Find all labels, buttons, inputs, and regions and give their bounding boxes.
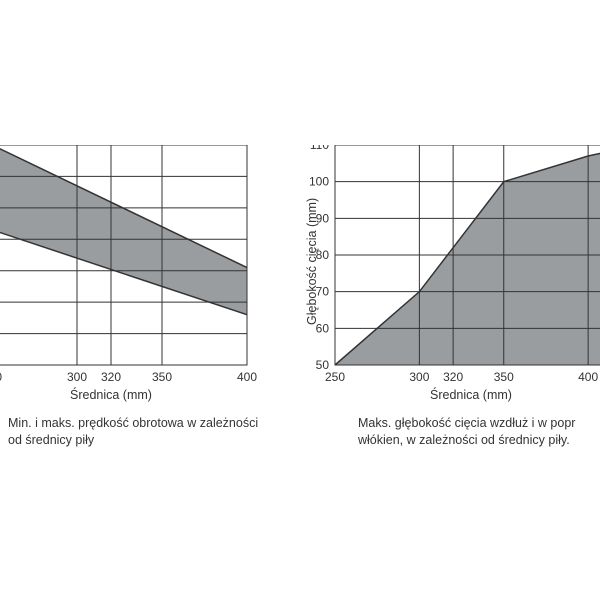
svg-text:300: 300 (67, 370, 87, 384)
right-x-axis-title: Średnica (mm) (430, 388, 512, 402)
page: 250 300 320 350 400 Średnica (mm) Min. i mak… (0, 0, 600, 600)
svg-text:250: 250 (325, 370, 345, 384)
svg-text:350: 350 (494, 370, 514, 384)
left-chart-svg: 250 300 320 350 400 (0, 145, 267, 390)
right-chart-svg: 2503003203504005060708090100110 (305, 145, 600, 390)
svg-text:400: 400 (578, 370, 598, 384)
right-y-axis-title: Głębokość cięcia (mm) (305, 198, 319, 325)
left-x-axis-title: Średnica (mm) (70, 388, 152, 402)
svg-text:100: 100 (309, 175, 329, 189)
svg-text:350: 350 (152, 370, 172, 384)
right-caption: Maks. głębokość cięcia wzdłuż i w popr w… (358, 415, 575, 449)
svg-text:400: 400 (237, 370, 257, 384)
svg-text:110: 110 (310, 145, 329, 152)
svg-text:250: 250 (0, 370, 2, 384)
left-chart: 250 300 320 350 400 (0, 145, 267, 395)
svg-text:50: 50 (316, 358, 330, 372)
svg-text:320: 320 (443, 370, 463, 384)
svg-text:300: 300 (409, 370, 429, 384)
left-caption: Min. i maks. prędkość obrotowa w zależno… (8, 415, 258, 449)
right-chart: 2503003203504005060708090100110 (305, 145, 600, 395)
svg-text:320: 320 (101, 370, 121, 384)
